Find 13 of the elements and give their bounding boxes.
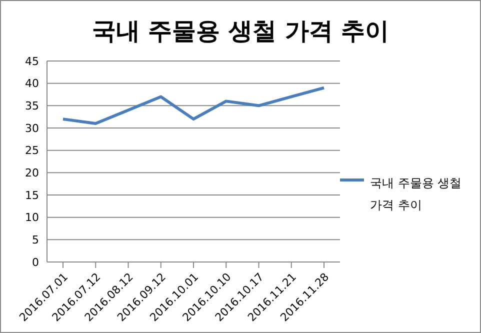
- y-tick-label: 20: [25, 166, 39, 180]
- y-tick-label: 35: [25, 100, 39, 113]
- y-tick-label: 10: [25, 211, 39, 224]
- y-tick-label: 45: [25, 54, 39, 68]
- y-tick-label: 0: [32, 256, 39, 269]
- chart-title: 국내 주물용 생철 가격 추이: [90, 16, 390, 47]
- y-tick-label: 25: [25, 144, 39, 158]
- line-series: [62, 86, 326, 126]
- legend-label: 국내 주물용 생철 가격 추이: [370, 174, 463, 214]
- y-tick-label: 5: [32, 234, 39, 247]
- y-tick-label: 30: [25, 122, 39, 135]
- y-tick-label: 40: [25, 77, 39, 90]
- y-tick-label: 15: [25, 188, 39, 202]
